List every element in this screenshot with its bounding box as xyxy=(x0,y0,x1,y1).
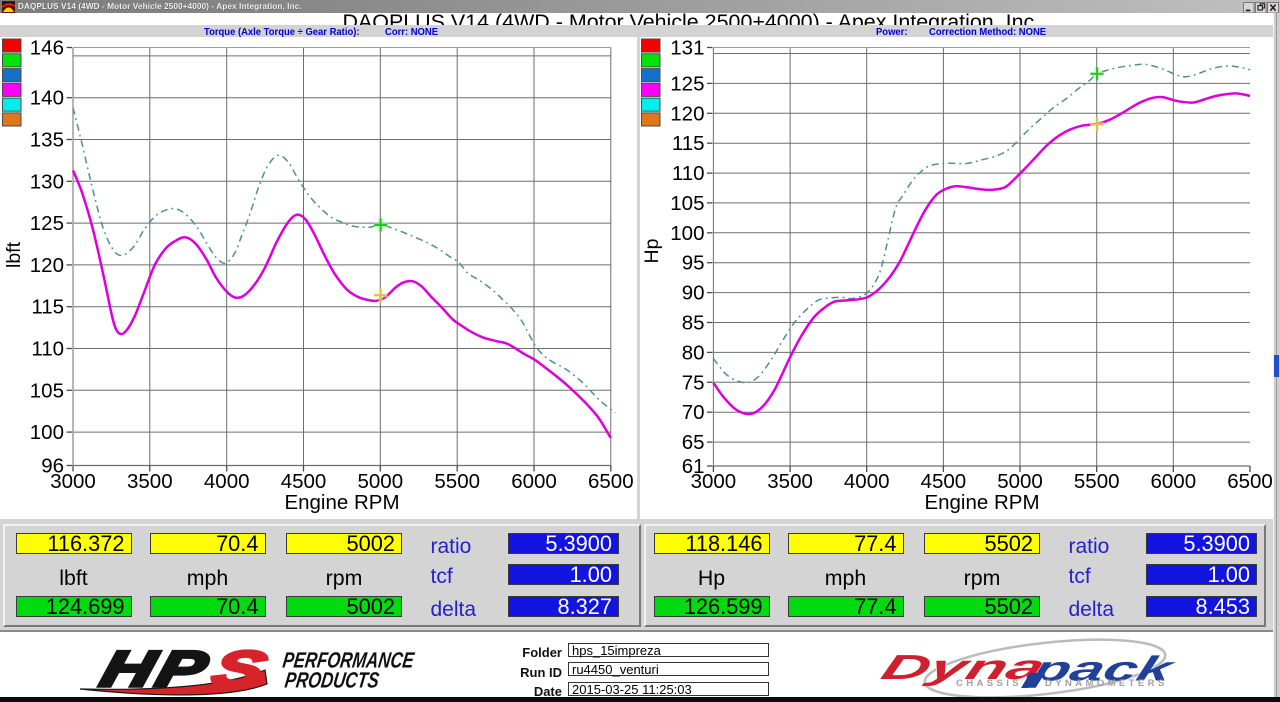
svg-text:120: 120 xyxy=(30,254,64,277)
svg-text:75: 75 xyxy=(682,371,705,394)
svg-text:110: 110 xyxy=(672,162,705,185)
svg-text:115: 115 xyxy=(672,132,705,155)
svg-text:105: 105 xyxy=(670,192,704,215)
svg-text:110: 110 xyxy=(31,338,64,361)
svg-text:90: 90 xyxy=(682,282,705,305)
svg-text:3000: 3000 xyxy=(50,470,96,493)
svg-text:4000: 4000 xyxy=(844,470,890,493)
svg-text:105: 105 xyxy=(30,379,64,402)
svg-text:115: 115 xyxy=(31,296,64,319)
svg-text:130: 130 xyxy=(30,170,64,193)
svg-text:120: 120 xyxy=(670,102,704,125)
svg-text:5500: 5500 xyxy=(434,470,480,493)
svg-text:PRODUCTS: PRODUCTS xyxy=(283,668,380,693)
svg-text:4500: 4500 xyxy=(921,470,967,493)
svg-text:125: 125 xyxy=(30,212,64,235)
svg-text:6000: 6000 xyxy=(1150,470,1196,493)
svg-text:61: 61 xyxy=(682,455,705,478)
svg-text:4500: 4500 xyxy=(281,470,327,493)
svg-text:131: 131 xyxy=(670,37,704,60)
svg-text:Dyna: Dyna xyxy=(876,648,1050,686)
svg-text:100: 100 xyxy=(670,222,704,245)
svg-text:5000: 5000 xyxy=(997,470,1043,493)
svg-text:PERFORMANCE: PERFORMANCE xyxy=(281,648,416,673)
svg-text:Engine RPM: Engine RPM xyxy=(284,491,399,514)
svg-text:85: 85 xyxy=(682,312,705,335)
svg-text:146: 146 xyxy=(30,37,64,60)
svg-text:100: 100 xyxy=(30,421,64,444)
svg-text:lbft: lbft xyxy=(3,241,25,268)
svg-text:65: 65 xyxy=(682,431,705,454)
svg-text:Engine RPM: Engine RPM xyxy=(924,491,1039,514)
svg-text:5500: 5500 xyxy=(1074,470,1120,493)
svg-text:5000: 5000 xyxy=(357,470,403,493)
svg-text:4000: 4000 xyxy=(204,470,250,493)
svg-text:140: 140 xyxy=(30,87,64,110)
svg-text:HP: HP xyxy=(95,642,217,698)
svg-text:135: 135 xyxy=(30,129,64,152)
svg-text:3000: 3000 xyxy=(691,470,737,493)
svg-text:6500: 6500 xyxy=(588,470,634,493)
svg-text:DYNAMOMETERS: DYNAMOMETERS xyxy=(1045,678,1168,689)
svg-text:3500: 3500 xyxy=(127,470,173,493)
svg-text:CHASSIS: CHASSIS xyxy=(956,678,1022,689)
svg-text:80: 80 xyxy=(682,341,705,364)
svg-text:6500: 6500 xyxy=(1227,470,1273,493)
svg-text:125: 125 xyxy=(670,72,704,95)
svg-text:3500: 3500 xyxy=(767,470,813,493)
svg-text:S: S xyxy=(207,641,272,697)
svg-text:pack: pack xyxy=(1026,649,1180,688)
svg-text:6000: 6000 xyxy=(511,470,557,493)
svg-text:Hp: Hp xyxy=(641,238,663,263)
svg-text:96: 96 xyxy=(41,455,64,478)
svg-text:70: 70 xyxy=(682,401,705,424)
svg-text:95: 95 xyxy=(682,252,705,275)
